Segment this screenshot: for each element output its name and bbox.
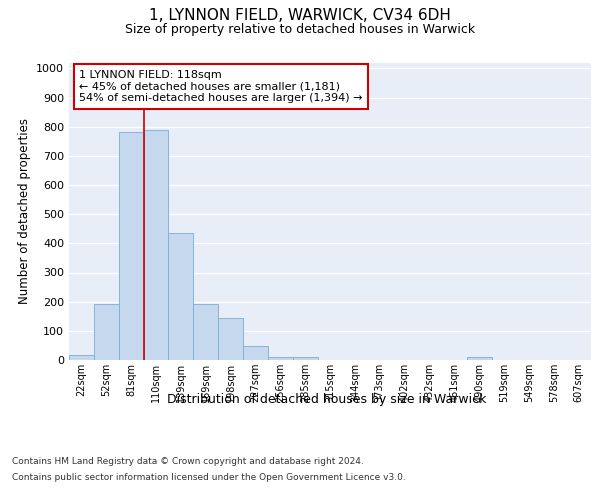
Bar [143, 130, 169, 360]
Text: Size of property relative to detached houses in Warwick: Size of property relative to detached ho… [125, 22, 475, 36]
Text: Contains HM Land Registry data © Crown copyright and database right 2024.: Contains HM Land Registry data © Crown c… [12, 458, 364, 466]
Bar [243, 346, 268, 360]
Y-axis label: Number of detached properties: Number of detached properties [17, 118, 31, 304]
Text: 1, LYNNON FIELD, WARWICK, CV34 6DH: 1, LYNNON FIELD, WARWICK, CV34 6DH [149, 8, 451, 22]
Text: Distribution of detached houses by size in Warwick: Distribution of detached houses by size … [167, 392, 487, 406]
Bar [467, 357, 491, 360]
Text: 1 LYNNON FIELD: 118sqm
← 45% of detached houses are smaller (1,181)
54% of semi-: 1 LYNNON FIELD: 118sqm ← 45% of detached… [79, 70, 363, 103]
Bar [69, 355, 94, 360]
Bar [169, 233, 193, 360]
Bar [218, 318, 243, 360]
Text: Contains public sector information licensed under the Open Government Licence v3: Contains public sector information licen… [12, 472, 406, 482]
Bar [94, 304, 119, 360]
Bar [293, 356, 317, 360]
Bar [119, 132, 143, 360]
Bar [268, 356, 293, 360]
Bar [193, 304, 218, 360]
